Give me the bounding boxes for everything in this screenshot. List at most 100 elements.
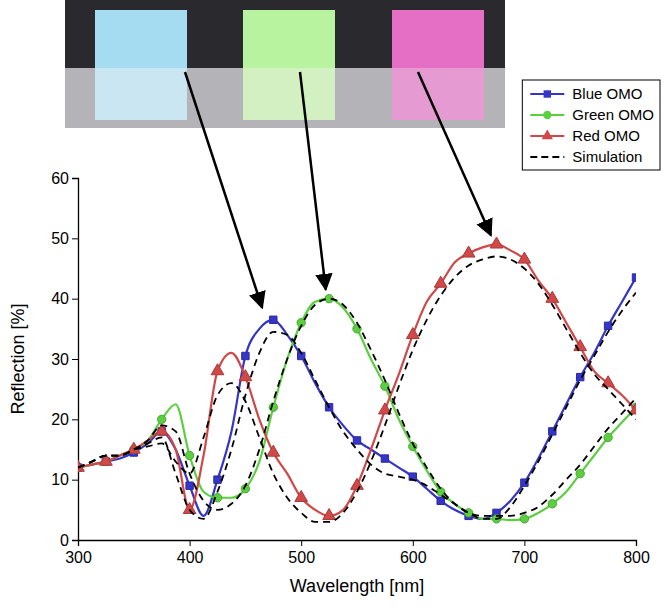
legend-marker xyxy=(544,90,551,97)
sample-swatch xyxy=(392,10,484,68)
y-tick-label: 40 xyxy=(51,290,69,307)
series-marker xyxy=(183,502,196,513)
x-axis: 300 400 500 600 700 800 xyxy=(65,540,650,566)
y-tick-label: 50 xyxy=(51,230,69,247)
legend-label: Green OMO xyxy=(572,106,654,123)
chart: 300 400 500 600 700 800 0 10 20 30 40 50 60 Wavelengt… xyxy=(0,0,664,608)
series-line xyxy=(78,278,636,519)
y-tick-mark xyxy=(72,419,78,420)
series-marker xyxy=(520,515,528,523)
x-tick: 300 xyxy=(65,540,92,566)
y-axis: 0 10 20 30 40 50 60 xyxy=(51,170,78,549)
x-tick-mark xyxy=(301,540,302,546)
legend: Blue OMOGreen OMORed OMOSimulation xyxy=(522,80,660,170)
x-tick-label: 400 xyxy=(177,549,204,566)
series-marker xyxy=(353,437,360,444)
pointer-arrow xyxy=(300,72,326,290)
x-axis-line xyxy=(79,541,637,547)
sample-swatch xyxy=(95,10,187,68)
plot-area xyxy=(78,237,636,523)
x-tick-label: 700 xyxy=(512,549,539,566)
y-tick-mark xyxy=(72,480,78,481)
x-tick: 400 xyxy=(177,540,204,566)
series-marker xyxy=(437,497,444,504)
series-line xyxy=(78,244,636,516)
series-line xyxy=(78,293,636,519)
y-axis-title: Reflection [%] xyxy=(8,303,28,414)
series-line xyxy=(78,299,636,516)
x-tick-label: 600 xyxy=(400,549,427,566)
photo-background xyxy=(65,0,505,128)
sample-swatch xyxy=(95,68,187,120)
legend-marker xyxy=(543,111,551,119)
series-marker xyxy=(604,433,612,441)
series-marker xyxy=(211,364,224,375)
series-marker xyxy=(242,352,249,359)
x-axis-title: Wavelength [nm] xyxy=(290,576,424,596)
pointer-arrow xyxy=(185,72,262,308)
y-tick-label: 30 xyxy=(51,351,69,368)
y-tick-mark xyxy=(72,299,78,300)
series-marker xyxy=(434,276,447,287)
y-tick-mark xyxy=(72,178,78,179)
sample-photo xyxy=(65,0,505,128)
x-tick-mark xyxy=(636,540,637,546)
series-marker xyxy=(295,490,308,501)
y-tick: 30 xyxy=(51,351,78,368)
y-tick: 10 xyxy=(51,471,78,488)
x-tick-label: 800 xyxy=(623,549,650,566)
sample-swatch xyxy=(392,68,484,120)
x-tick: 500 xyxy=(288,540,315,566)
y-tick-mark xyxy=(72,540,78,541)
series-marker xyxy=(214,476,221,483)
y-tick: 0 xyxy=(60,532,78,549)
y-tick: 20 xyxy=(51,411,78,428)
series-marker xyxy=(351,478,364,489)
legend-label: Red OMO xyxy=(572,127,640,144)
series-marker xyxy=(270,316,277,323)
series-line xyxy=(78,256,636,521)
y-tick-label: 20 xyxy=(51,411,69,428)
series-marker xyxy=(548,500,556,508)
series-marker xyxy=(406,328,419,339)
x-tick-label: 300 xyxy=(65,549,92,566)
sample-swatch xyxy=(243,10,335,68)
series-marker xyxy=(239,370,252,381)
y-tick: 40 xyxy=(51,290,78,307)
series-marker xyxy=(267,445,280,456)
x-tick-label: 500 xyxy=(288,549,315,566)
series-marker xyxy=(490,237,503,248)
series-marker xyxy=(604,322,611,329)
x-tick-mark xyxy=(524,540,525,546)
y-tick-label: 0 xyxy=(60,532,69,549)
series-marker xyxy=(185,451,193,459)
y-tick-mark xyxy=(72,238,78,239)
x-tick: 600 xyxy=(400,540,427,566)
series-marker xyxy=(186,482,193,489)
x-tick: 700 xyxy=(512,540,539,566)
y-tick-label: 10 xyxy=(51,471,69,488)
y-tick: 50 xyxy=(51,230,78,247)
series-marker xyxy=(381,455,388,462)
x-tick-mark xyxy=(413,540,414,546)
y-tick: 60 xyxy=(51,170,78,187)
legend-box xyxy=(522,80,660,170)
x-tick: 800 xyxy=(623,540,650,566)
legend-marker xyxy=(542,129,553,139)
series-marker xyxy=(632,274,636,281)
series-marker xyxy=(353,325,361,333)
series-marker xyxy=(158,415,166,423)
legend-label: Blue OMO xyxy=(572,85,642,102)
series-marker xyxy=(462,246,475,257)
y-tick-label: 60 xyxy=(51,170,69,187)
series-marker xyxy=(518,252,531,263)
y-axis-line xyxy=(72,179,79,541)
series-line xyxy=(78,299,636,520)
series-marker xyxy=(576,469,584,477)
sample-swatch xyxy=(243,68,335,120)
x-tick-mark xyxy=(190,540,191,546)
y-tick-mark xyxy=(72,359,78,360)
series-marker xyxy=(464,509,472,517)
pointer-arrow xyxy=(418,72,491,235)
series-marker xyxy=(323,509,336,520)
